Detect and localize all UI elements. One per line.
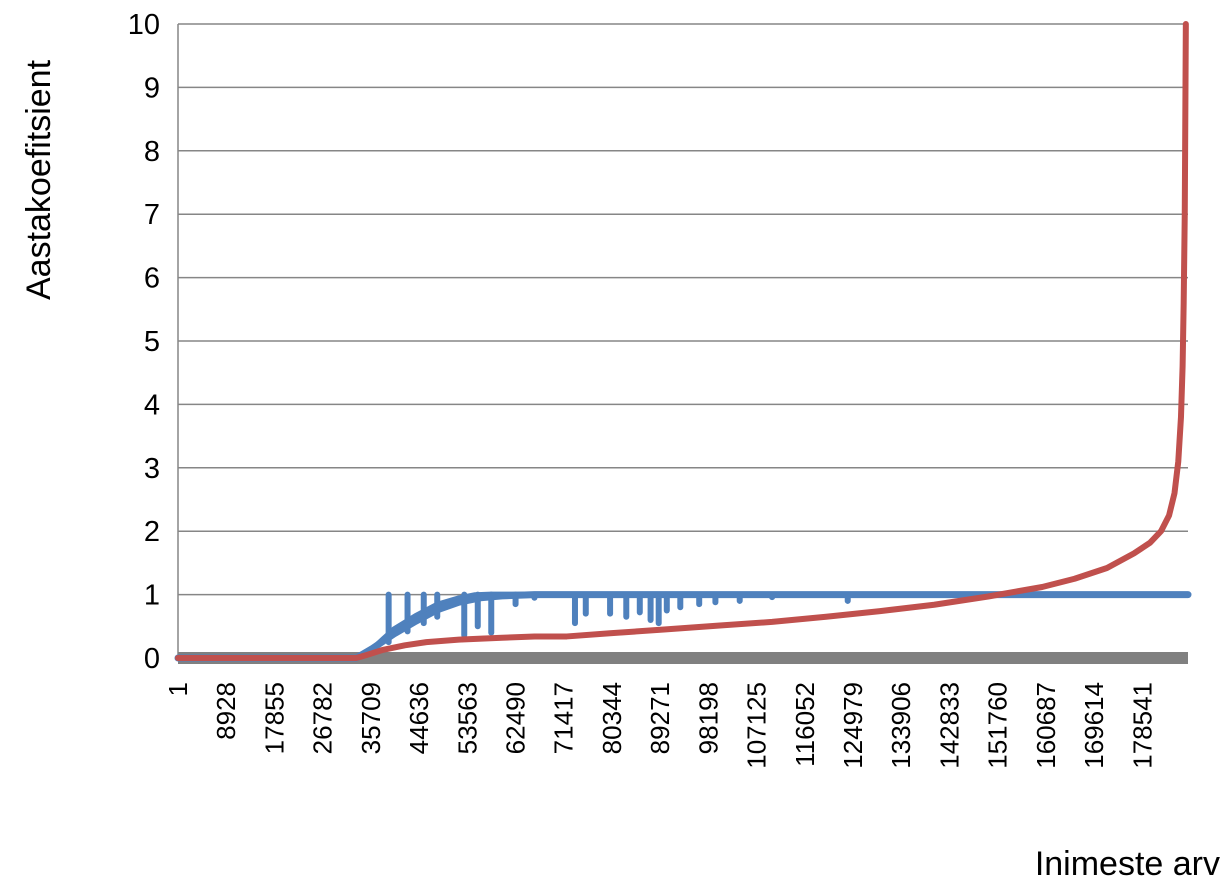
series-blue-line (174, 591, 1192, 662)
x-tick-label: 44636 (404, 682, 434, 754)
y-tick-label: 3 (144, 453, 160, 485)
x-tick-labels: 1 8928 17855 26782 35709 44636 53563 62490 71417… (163, 682, 1157, 769)
gridlines (177, 23, 1188, 659)
x-tick-label: 8928 (211, 682, 241, 740)
x-tick-label: 160687 (1031, 682, 1061, 769)
x-tick-label: 151760 (983, 682, 1013, 769)
y-tick-label: 7 (144, 199, 160, 231)
x-tick-label: 89271 (645, 682, 675, 754)
y-tick-label: 9 (144, 72, 160, 104)
x-tick-label: 53563 (452, 682, 482, 754)
y-tick-labels: 0 1 2 3 4 5 6 7 8 9 10 (128, 9, 160, 675)
x-tick-label: 107125 (742, 682, 772, 769)
y-tick-label: 8 (144, 136, 160, 168)
x-tick-label: 124979 (838, 682, 868, 769)
x-tick-label: 116052 (790, 682, 820, 767)
x-tick-label: 142833 (934, 682, 964, 769)
x-tick-label: 169614 (1079, 682, 1109, 769)
x-tick-label: 71417 (549, 682, 579, 754)
y-tick-label: 4 (144, 389, 160, 421)
x-tick-label: 178541 (1127, 682, 1157, 769)
x-tick-label: 35709 (356, 682, 386, 754)
x-axis-title: Inimeste arv (1035, 845, 1220, 883)
x-tick-label: 80344 (597, 682, 627, 754)
y-tick-label: 2 (144, 516, 160, 548)
x-tick-label: 133906 (886, 682, 916, 769)
y-axis-title: Aastakoefitsient (20, 59, 58, 300)
x-tick-label: 62490 (501, 682, 531, 754)
series-group (174, 21, 1192, 664)
y-tick-label: 1 (144, 580, 160, 612)
y-tick-label: 5 (144, 326, 160, 358)
x-tick-label: 98198 (693, 682, 723, 754)
y-tick-label: 10 (128, 9, 160, 41)
x-tick-label: 26782 (308, 682, 338, 754)
y-tick-label: 6 (144, 263, 160, 295)
x-tick-label: 1 (163, 682, 193, 696)
x-tick-label: 17855 (259, 682, 289, 754)
y-tick-label: 0 (144, 643, 160, 675)
series-red-line (175, 21, 1189, 661)
